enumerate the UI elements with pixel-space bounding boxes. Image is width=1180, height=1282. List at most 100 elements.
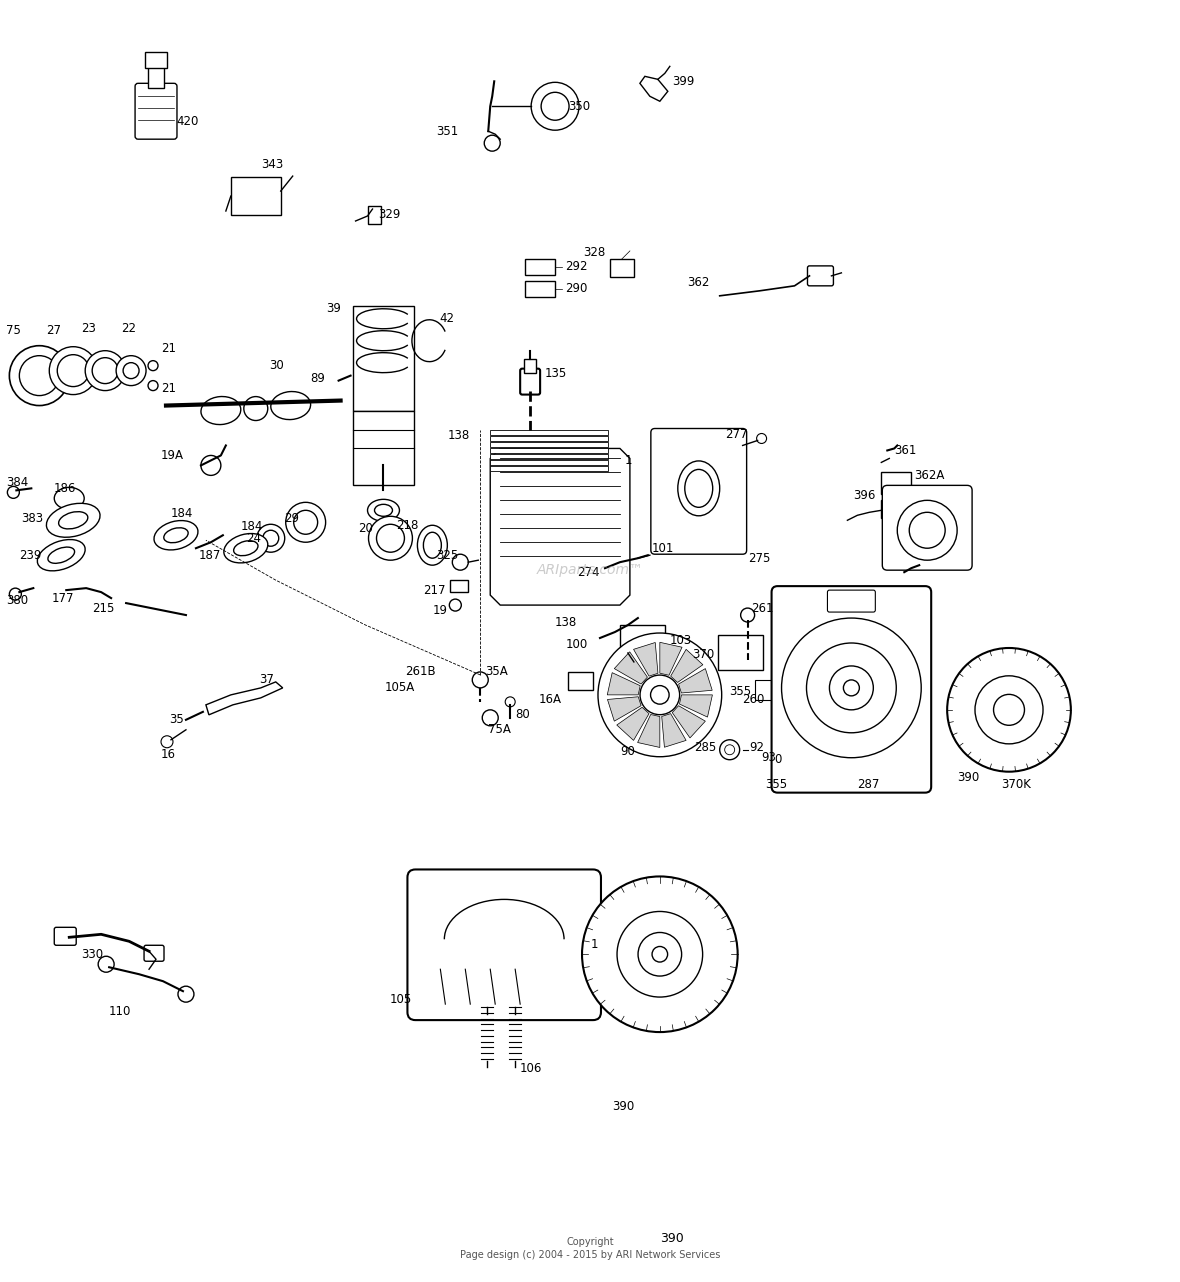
Ellipse shape bbox=[374, 504, 393, 517]
Circle shape bbox=[472, 672, 489, 688]
Bar bbox=[490, 442, 608, 447]
Bar bbox=[490, 431, 608, 436]
Circle shape bbox=[376, 524, 405, 553]
Text: 75: 75 bbox=[6, 324, 21, 337]
Text: 361: 361 bbox=[894, 444, 917, 456]
Text: 23: 23 bbox=[81, 322, 96, 335]
Text: 24: 24 bbox=[245, 532, 261, 545]
Circle shape bbox=[50, 346, 97, 395]
Polygon shape bbox=[608, 673, 641, 695]
FancyBboxPatch shape bbox=[651, 428, 747, 554]
Ellipse shape bbox=[48, 547, 74, 563]
Text: 285: 285 bbox=[695, 741, 716, 754]
Text: 93: 93 bbox=[761, 751, 776, 764]
Text: 420: 420 bbox=[176, 114, 198, 128]
Text: 328: 328 bbox=[583, 246, 605, 259]
Polygon shape bbox=[673, 705, 706, 738]
Text: 22: 22 bbox=[122, 322, 137, 335]
Circle shape bbox=[452, 554, 468, 570]
Text: 274: 274 bbox=[577, 565, 599, 578]
Text: 177: 177 bbox=[51, 591, 74, 605]
Bar bbox=[568, 672, 594, 690]
Bar bbox=[148, 67, 164, 88]
Text: 384: 384 bbox=[6, 476, 28, 488]
Text: 19A: 19A bbox=[160, 449, 184, 462]
Bar bbox=[231, 177, 281, 215]
Circle shape bbox=[19, 355, 59, 396]
Circle shape bbox=[257, 524, 284, 553]
Circle shape bbox=[741, 608, 755, 622]
Circle shape bbox=[160, 736, 173, 747]
Polygon shape bbox=[660, 642, 682, 676]
Text: 187: 187 bbox=[199, 549, 222, 562]
Ellipse shape bbox=[54, 487, 84, 509]
Text: 16: 16 bbox=[160, 749, 176, 762]
Text: 261B: 261B bbox=[405, 665, 435, 678]
Polygon shape bbox=[615, 651, 648, 685]
Ellipse shape bbox=[677, 462, 720, 515]
Text: 330: 330 bbox=[81, 947, 104, 960]
Circle shape bbox=[201, 455, 221, 476]
Bar bbox=[717, 635, 762, 670]
Circle shape bbox=[92, 358, 118, 383]
FancyBboxPatch shape bbox=[135, 83, 177, 140]
Text: 370: 370 bbox=[693, 649, 715, 662]
Bar bbox=[490, 454, 608, 459]
Bar bbox=[881, 472, 911, 495]
Circle shape bbox=[178, 986, 194, 1003]
Text: 217: 217 bbox=[422, 583, 445, 596]
Circle shape bbox=[368, 517, 413, 560]
Polygon shape bbox=[670, 650, 703, 682]
Bar bbox=[490, 436, 608, 441]
Text: 75A: 75A bbox=[489, 723, 511, 736]
Text: 215: 215 bbox=[92, 601, 114, 614]
Text: 90: 90 bbox=[620, 745, 635, 758]
Text: 287: 287 bbox=[857, 778, 879, 791]
Ellipse shape bbox=[234, 541, 258, 555]
Text: 19: 19 bbox=[432, 604, 447, 617]
Circle shape bbox=[598, 633, 722, 756]
Ellipse shape bbox=[367, 499, 400, 522]
Bar bbox=[524, 359, 536, 373]
Polygon shape bbox=[637, 714, 660, 747]
Ellipse shape bbox=[164, 528, 188, 542]
Ellipse shape bbox=[424, 532, 441, 558]
Circle shape bbox=[756, 433, 767, 444]
Circle shape bbox=[123, 363, 139, 378]
Polygon shape bbox=[680, 695, 713, 717]
Text: 390: 390 bbox=[612, 1100, 635, 1113]
Circle shape bbox=[897, 500, 957, 560]
Text: 1: 1 bbox=[590, 938, 598, 951]
Bar bbox=[490, 449, 608, 454]
Circle shape bbox=[582, 877, 738, 1032]
Circle shape bbox=[9, 346, 70, 405]
Circle shape bbox=[484, 135, 500, 151]
Circle shape bbox=[9, 588, 21, 600]
Circle shape bbox=[263, 531, 278, 546]
Circle shape bbox=[625, 663, 635, 673]
Text: 355: 355 bbox=[729, 686, 752, 699]
Circle shape bbox=[806, 644, 897, 733]
Text: 399: 399 bbox=[671, 74, 694, 88]
Circle shape bbox=[781, 618, 922, 758]
FancyBboxPatch shape bbox=[407, 869, 601, 1020]
Text: 325: 325 bbox=[437, 549, 458, 562]
Text: 138: 138 bbox=[555, 615, 577, 628]
Bar bbox=[620, 626, 664, 653]
Text: 292: 292 bbox=[565, 260, 588, 273]
Circle shape bbox=[116, 355, 146, 386]
Circle shape bbox=[148, 381, 158, 391]
FancyBboxPatch shape bbox=[807, 265, 833, 286]
Circle shape bbox=[725, 745, 735, 755]
Text: 362A: 362A bbox=[914, 469, 945, 482]
Text: 390: 390 bbox=[660, 1232, 683, 1245]
Text: 138: 138 bbox=[448, 429, 471, 442]
Polygon shape bbox=[662, 714, 686, 747]
Circle shape bbox=[148, 360, 158, 370]
Circle shape bbox=[7, 486, 19, 499]
Bar bbox=[367, 206, 381, 224]
Text: 92: 92 bbox=[749, 741, 765, 754]
Bar bbox=[881, 500, 910, 518]
Text: 277: 277 bbox=[726, 428, 748, 441]
Text: 135: 135 bbox=[545, 367, 568, 381]
